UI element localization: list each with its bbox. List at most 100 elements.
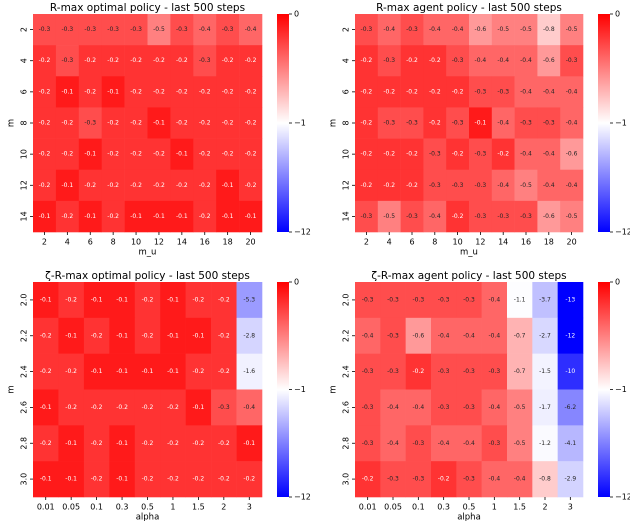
heatmap-cell [55, 76, 80, 108]
y-tick-label: 2.8 [342, 437, 351, 450]
cell-label: -0.4 [497, 182, 509, 189]
heatmap-cell [532, 389, 558, 426]
heatmap-cell [101, 200, 125, 233]
y-axis-label: m [7, 385, 17, 393]
heatmap-cell [170, 138, 194, 171]
heatmap-cell [211, 317, 237, 354]
cell-label: -0.4 [520, 57, 532, 64]
heatmap-cell [160, 425, 186, 462]
heatmap-cell [193, 14, 217, 46]
x-tick-label: 1 [170, 503, 175, 512]
heatmap-cell [55, 169, 80, 202]
colorbar [277, 14, 289, 232]
heatmap-cell [33, 317, 59, 354]
cell-label: -0.3 [438, 368, 450, 375]
heatmap-cell [423, 76, 447, 108]
x-tick-label: 12 [475, 238, 485, 247]
heatmap-cell [134, 425, 161, 462]
heatmap-cell [469, 138, 493, 171]
cell-label: -0.2 [116, 404, 128, 411]
heatmap-cell [33, 45, 57, 77]
cell-label: -0.4 [566, 120, 578, 127]
cell-label: -0.2 [176, 182, 188, 189]
cell-label: -0.4 [488, 332, 500, 339]
cell-label: -0.2 [193, 440, 205, 447]
heatmap-cell [377, 138, 401, 171]
cell-label: -0.2 [65, 296, 77, 303]
cell-label: -0.3 [438, 296, 450, 303]
x-tick-label: 16 [521, 238, 531, 247]
cell-label: -0.6 [566, 151, 578, 158]
heatmap-cell [355, 425, 381, 462]
cell-label: -0.3 [199, 57, 211, 64]
heatmap-cell [355, 14, 379, 46]
x-tick-label: 1 [492, 503, 497, 512]
cell-label: -0.3 [406, 213, 418, 220]
heatmap-cell [400, 169, 424, 202]
heatmap-cell [481, 282, 508, 319]
heatmap-cell [134, 461, 161, 498]
heatmap-cell [514, 200, 538, 233]
heatmap-cell [185, 353, 212, 390]
x-tick-label: 20 [567, 238, 577, 247]
cell-label: -0.3 [429, 151, 441, 158]
heatmap-cell [134, 389, 161, 426]
heatmap-cell [193, 107, 217, 139]
cell-label: -0.2 [130, 182, 142, 189]
heatmap-cell [147, 138, 171, 171]
heatmap-cell [134, 282, 161, 319]
heatmap-cell [456, 317, 482, 354]
x-tick-label: 0.05 [62, 503, 80, 512]
heatmap-cell [101, 14, 125, 46]
x-axis-label: m_u [139, 248, 157, 258]
heatmap-cell [78, 138, 102, 171]
heatmap-cell [537, 169, 561, 202]
colorbar [598, 14, 610, 232]
cell-label: -0.2 [218, 440, 230, 447]
heatmap-cell [239, 14, 263, 46]
heatmap-cell [83, 425, 110, 462]
colorbar [598, 282, 610, 497]
y-axis-label: m [7, 119, 17, 127]
y-tick-label: 12 [20, 180, 29, 190]
heatmap-cell [423, 45, 447, 77]
heatmap-cell [185, 461, 212, 498]
heatmap-cell [33, 353, 59, 390]
cell-label: -0.2 [84, 182, 96, 189]
heatmap-cell [216, 200, 240, 233]
cell-label: -0.1 [40, 296, 52, 303]
cell-label: -0.4 [543, 151, 555, 158]
heatmap-cell [560, 76, 584, 108]
colorbar-tick-label: 0 [615, 10, 620, 19]
heatmap-cell [355, 45, 379, 77]
heatmap-cell [216, 107, 240, 139]
heatmap-cell [560, 169, 584, 202]
heatmap-cell [469, 107, 493, 139]
cell-label: -0.2 [107, 151, 119, 158]
cell-label: -0.2 [406, 88, 418, 95]
heatmap-cell [481, 425, 508, 462]
heatmap-cell [491, 107, 515, 139]
heatmap-cell [101, 76, 125, 108]
cell-label: -0.4 [488, 476, 500, 483]
heatmap-cell [507, 425, 533, 462]
cell-label: -0.3 [176, 26, 188, 33]
heatmap-cell [514, 14, 538, 46]
heatmap-cell [405, 317, 432, 354]
y-tick-label: 2.6 [342, 401, 351, 414]
x-tick-label: 16 [200, 238, 210, 247]
cell-label: -0.3 [383, 120, 395, 127]
heatmap-cell [83, 353, 110, 390]
x-tick-label: 12 [154, 238, 164, 247]
y-tick-label: 2 [342, 27, 351, 32]
heatmap-cell [109, 461, 136, 498]
cell-label: -0.2 [222, 88, 234, 95]
heatmap-cell [124, 138, 148, 171]
x-tick-label: 10 [453, 238, 463, 247]
cell-label: -0.6 [543, 213, 555, 220]
chart-title: R-max optimal policy - last 500 steps [50, 2, 245, 14]
x-tick-label: 0.01 [37, 503, 55, 512]
cell-label: -0.1 [84, 151, 96, 158]
heatmap-cell [560, 45, 584, 77]
heatmap-cell [124, 169, 148, 202]
